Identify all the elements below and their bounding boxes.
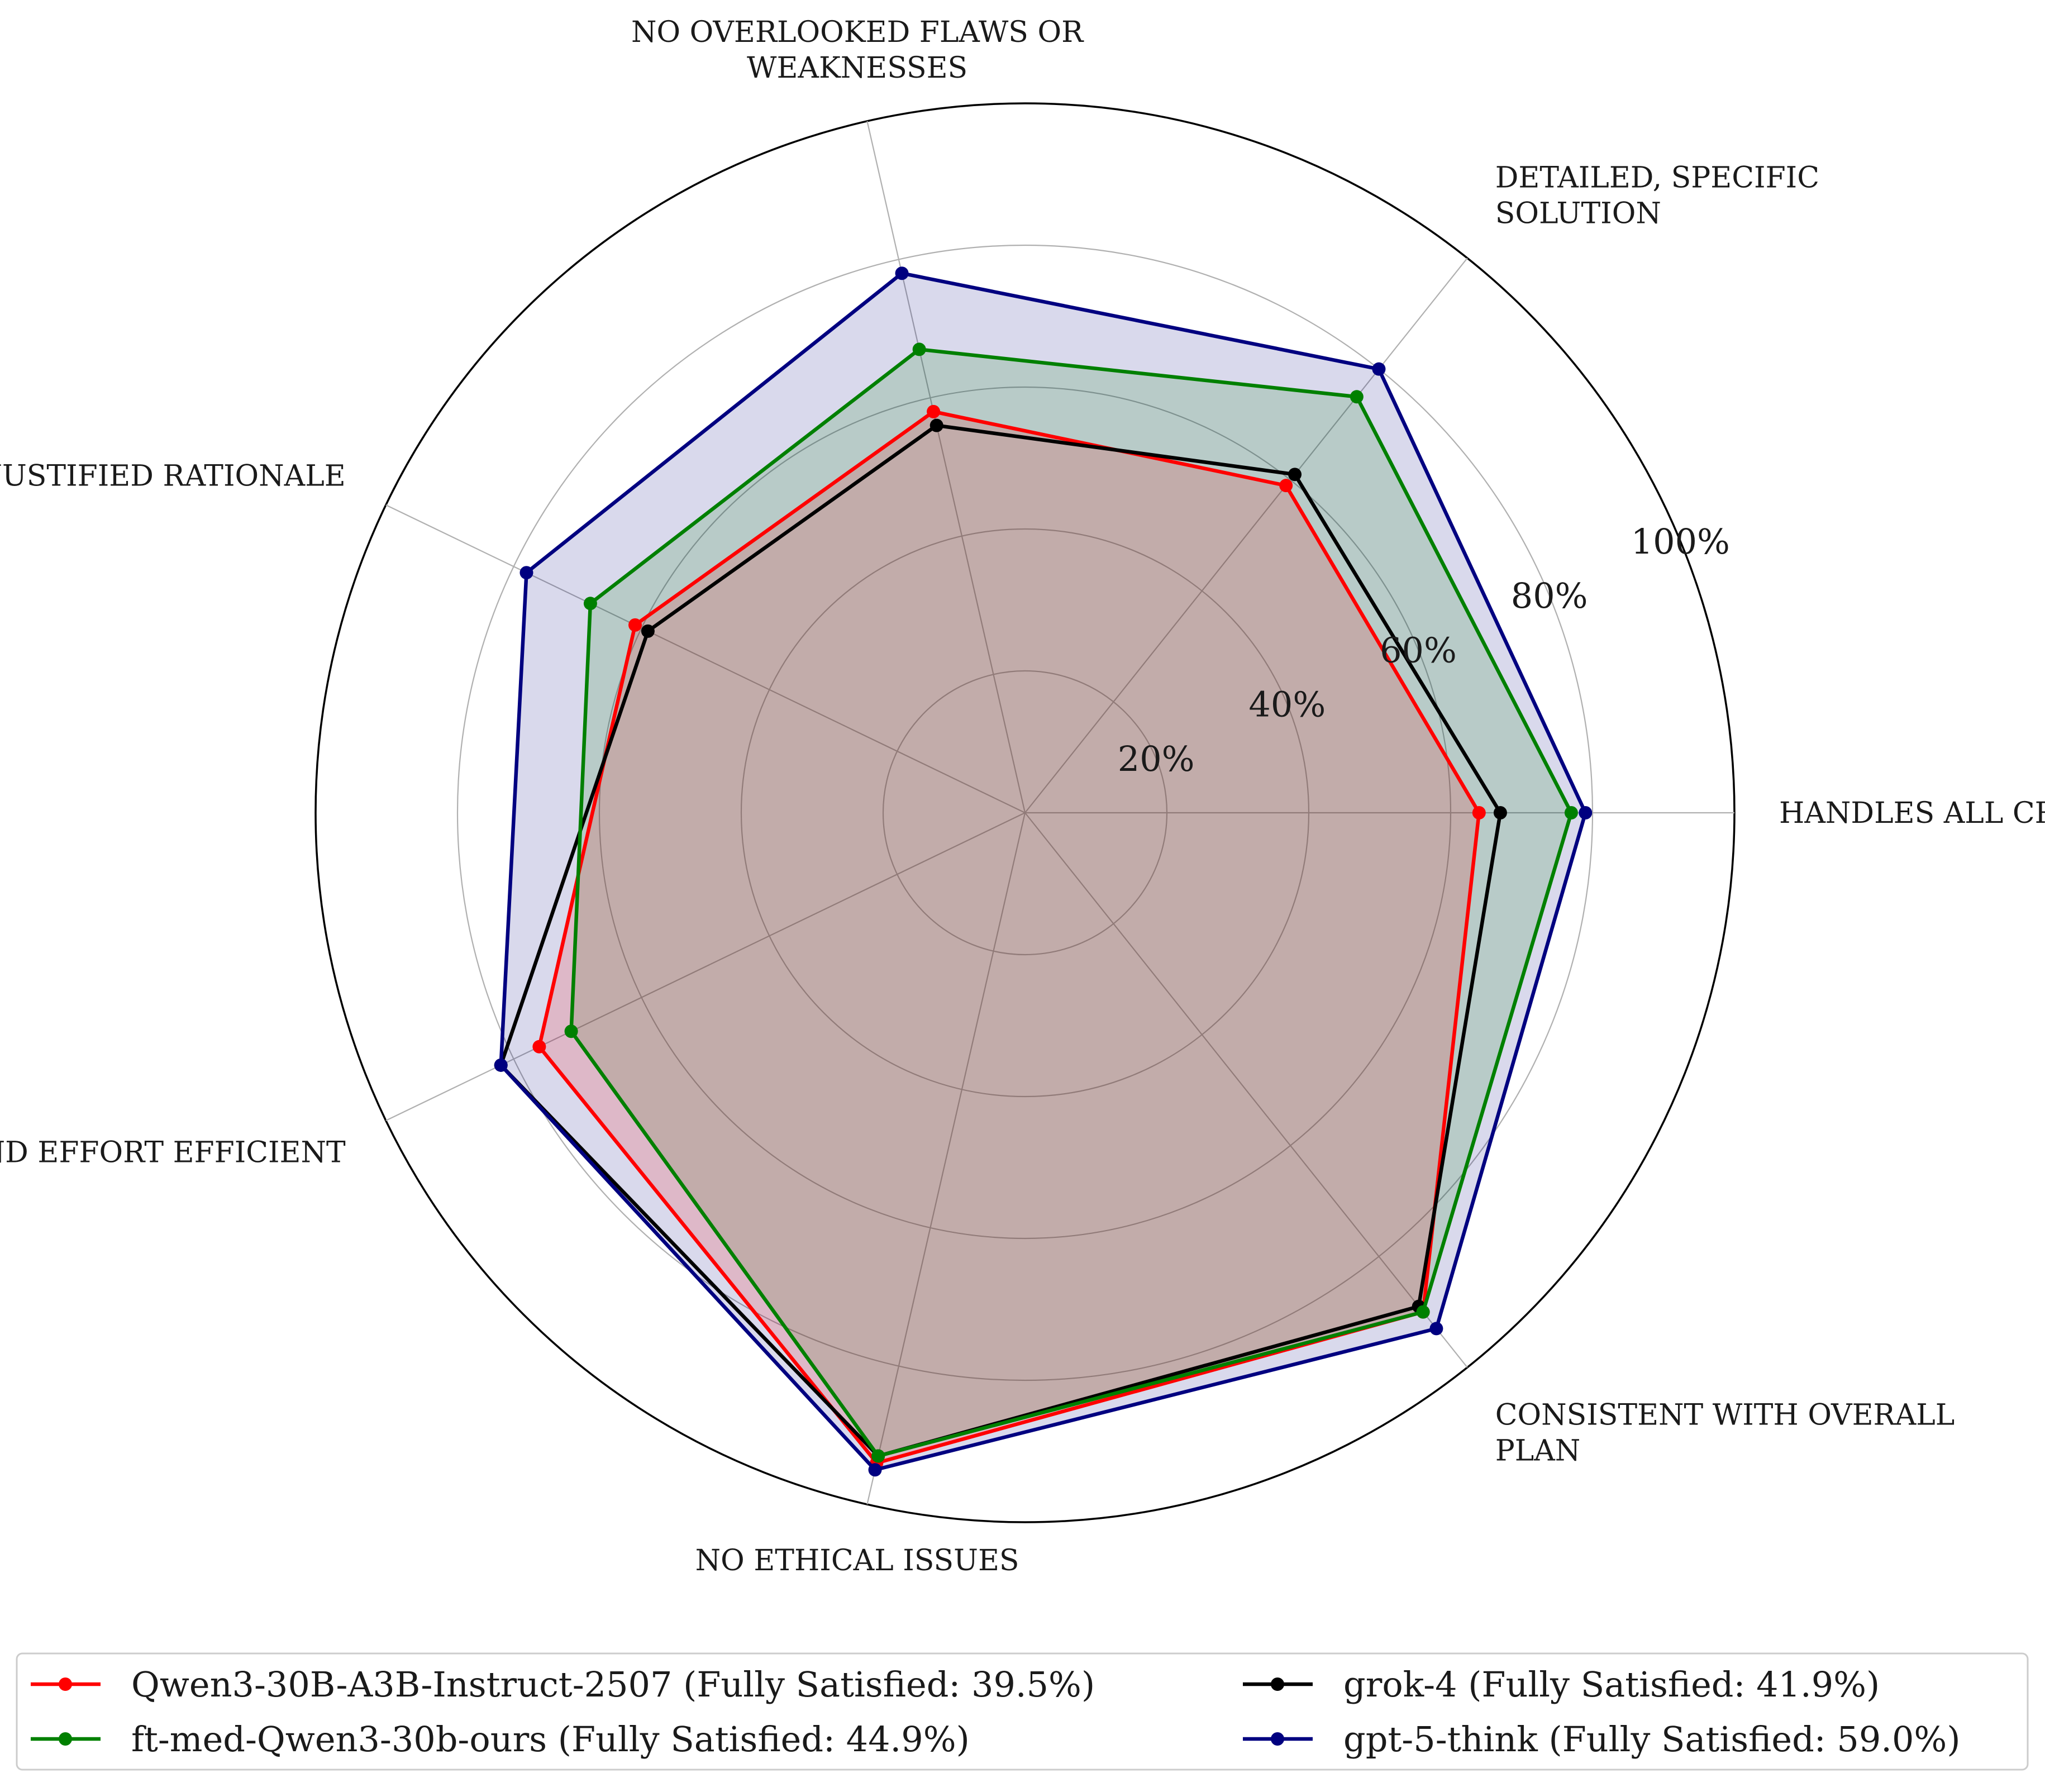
spoke-no-overlooked-flaws-or-weaknesses: [866, 121, 1026, 813]
legend-label: grok-4 (Fully Satisfied: 41.9%): [1343, 1664, 1880, 1705]
axis-label-consistent-with-overall-plan: CONSISTENT WITH OVERALL PLAN: [1495, 1398, 1955, 1467]
data-point: [494, 1058, 508, 1072]
series-line: [499, 271, 1588, 1472]
data-point: [1564, 806, 1578, 819]
axis-label-well-justified-rationale: WELL JUSTIFIED RATIONALE: [0, 459, 346, 493]
data-point: [564, 1024, 578, 1038]
data-point: [929, 418, 943, 432]
data-point: [1579, 806, 1593, 819]
data-point: [927, 404, 941, 418]
legend-box: [16, 1652, 2029, 1771]
data-point: [1350, 390, 1364, 404]
radar-grid: [314, 102, 1736, 1523]
legend-item: ft-med-Qwen3-30b-ours (Fully Satisfied: …: [31, 1719, 970, 1760]
series-fill-2: [571, 349, 1571, 1456]
legend-item: gpt-5-think (Fully Satisfied: 59.0%): [1243, 1719, 1961, 1760]
data-point: [1416, 1305, 1430, 1319]
legend-label: Qwen3-30B-A3B-Instruct-2507 (Fully Satis…: [131, 1664, 1095, 1705]
spoke-no-ethical-issues: [866, 812, 1026, 1505]
tick-label-100: 100%: [1631, 521, 1730, 562]
axis-label-handles-all-criteria: HANDLES ALL CRITERIA: [1779, 797, 2045, 830]
spoke-cost-and-effort-efficient: [385, 812, 1026, 1122]
spoke-consistent-with-overall-plan: [1024, 812, 1468, 1368]
series-3: [494, 266, 1593, 1477]
data-point: [912, 342, 926, 356]
tick-label-20: 20%: [1118, 738, 1195, 779]
spoke-detailed-specific-solution: [1024, 258, 1468, 813]
series-fill-3: [500, 273, 1586, 1470]
data-point: [868, 1463, 882, 1477]
legend-label: gpt-5-think (Fully Satisfied: 59.0%): [1343, 1719, 1961, 1760]
data-point: [1429, 1322, 1443, 1336]
data-point: [1472, 806, 1486, 819]
series-fill-0: [539, 411, 1479, 1463]
data-point: [1493, 806, 1507, 819]
data-point: [1372, 362, 1386, 376]
legend-marker: [59, 1677, 72, 1691]
data-point: [1279, 479, 1293, 493]
legend-item: Qwen3-30B-A3B-Instruct-2507 (Fully Satis…: [31, 1664, 1095, 1705]
data-point: [519, 566, 533, 580]
tick-label-60: 60%: [1380, 630, 1457, 670]
legend-item: grok-4 (Fully Satisfied: 41.9%): [1243, 1664, 1880, 1705]
data-point: [895, 266, 909, 280]
legend: Qwen3-30B-A3B-Instruct-2507 (Fully Satis…: [16, 1652, 2029, 1771]
legend-label: ft-med-Qwen3-30b-ours (Fully Satisfied: …: [131, 1719, 970, 1760]
axis-label-no-overlooked-flaws-or-weaknesses: NO OVERLOOKED FLAWS OR WEAKNESSES: [631, 16, 1084, 85]
spoke-well-justified-rationale: [385, 504, 1026, 813]
radial-tick-labels: 20% 40% 60% 80% 100%: [1118, 521, 1730, 779]
legend-marker: [1271, 1732, 1284, 1746]
series-2: [564, 342, 1578, 1463]
data-point: [628, 618, 642, 632]
series-fills: [500, 273, 1586, 1470]
series-line: [569, 347, 1574, 1459]
legend-marker: [59, 1732, 72, 1746]
data-point: [532, 1040, 546, 1054]
data-point: [641, 624, 655, 638]
series-line: [498, 423, 1503, 1459]
tick-label-80: 80%: [1511, 575, 1588, 616]
axis-label-cost-and-effort-efficient: COST AND EFFORT EFFICIENT: [0, 1136, 346, 1170]
data-point: [871, 1449, 885, 1463]
series-lines: [494, 266, 1593, 1477]
axis-label-no-ethical-issues: NO ETHICAL ISSUES: [695, 1544, 1019, 1577]
axis-label-detailed-specific-solution: DETAILED, SPECIFIC SOLUTION: [1495, 161, 1819, 231]
data-point: [1288, 468, 1302, 482]
tick-label-40: 40%: [1248, 684, 1326, 725]
legend-marker: [1271, 1677, 1284, 1691]
axis-labels: HANDLES ALL CRITERIA DETAILED, SPECIFICSO…: [0, 16, 2045, 1577]
data-point: [583, 597, 597, 611]
